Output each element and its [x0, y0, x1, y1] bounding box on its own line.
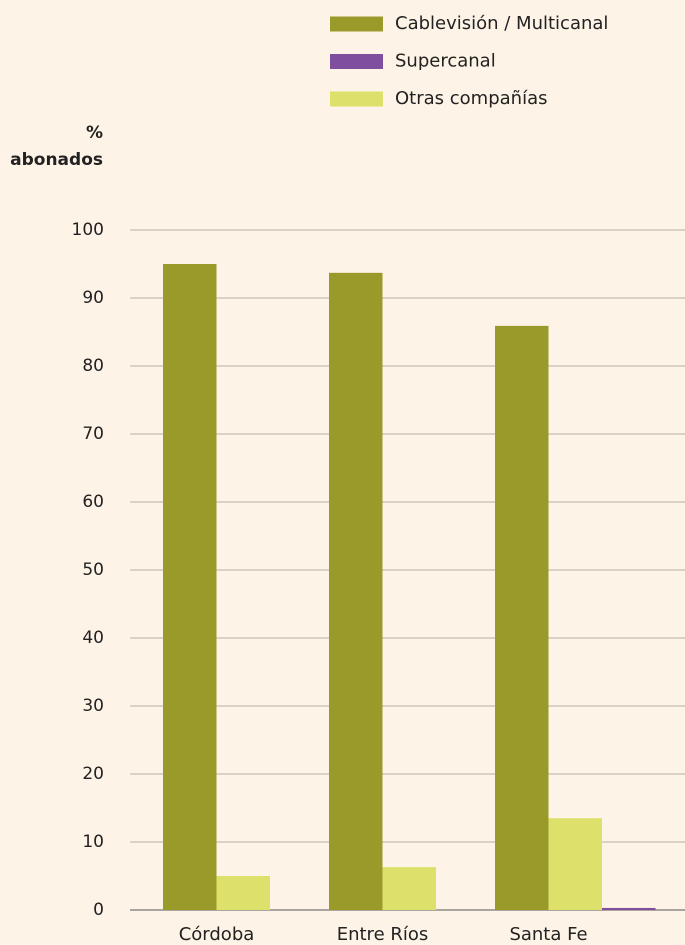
y-tick-label: 40: [82, 628, 104, 648]
y-axis-label: %: [86, 123, 103, 143]
y-tick-label: 50: [82, 560, 104, 580]
bar: [495, 325, 549, 910]
y-tick-label: 30: [82, 696, 104, 716]
y-tick-label: 70: [82, 424, 104, 444]
y-tick-label: 60: [82, 492, 104, 512]
y-tick-label: 10: [82, 832, 104, 852]
bar: [382, 867, 436, 910]
x-tick-label: Santa Fe: [509, 924, 587, 945]
legend-label: Supercanal: [395, 51, 496, 72]
y-tick-label: 80: [82, 356, 104, 376]
y-tick-label: 20: [82, 764, 104, 784]
bar: [602, 907, 656, 910]
x-tick-label: Entre Ríos: [337, 924, 429, 945]
legend-label: Otras compañías: [395, 88, 547, 109]
x-tick-label: Córdoba: [179, 924, 255, 945]
bar: [548, 818, 602, 910]
y-axis-label: abonados: [10, 150, 103, 170]
bar: [216, 876, 270, 910]
legend-swatch: [330, 16, 383, 32]
bar: [163, 264, 217, 910]
legend-swatch: [330, 91, 383, 107]
legend-label: Cablevisión / Multicanal: [395, 13, 608, 34]
y-tick-label: 90: [82, 288, 104, 308]
legend-swatch: [330, 54, 383, 69]
bar: [329, 272, 383, 911]
y-tick-label: 100: [72, 220, 104, 240]
y-tick-label: 0: [93, 900, 104, 920]
